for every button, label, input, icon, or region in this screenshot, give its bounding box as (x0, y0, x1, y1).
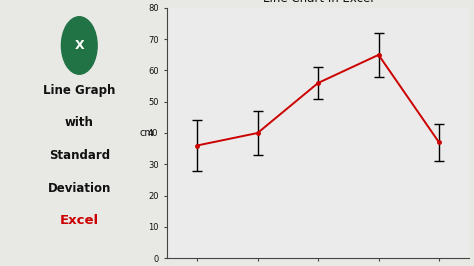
Circle shape (62, 17, 97, 74)
Text: Line Graph: Line Graph (43, 84, 116, 97)
Text: X: X (74, 39, 84, 52)
Text: Excel: Excel (60, 214, 99, 227)
Text: with: with (65, 117, 94, 130)
Text: Standard: Standard (49, 149, 110, 162)
Text: Deviation: Deviation (47, 181, 111, 194)
Y-axis label: cm: cm (139, 128, 154, 138)
Title: Line Chart in Excel: Line Chart in Excel (263, 0, 374, 5)
